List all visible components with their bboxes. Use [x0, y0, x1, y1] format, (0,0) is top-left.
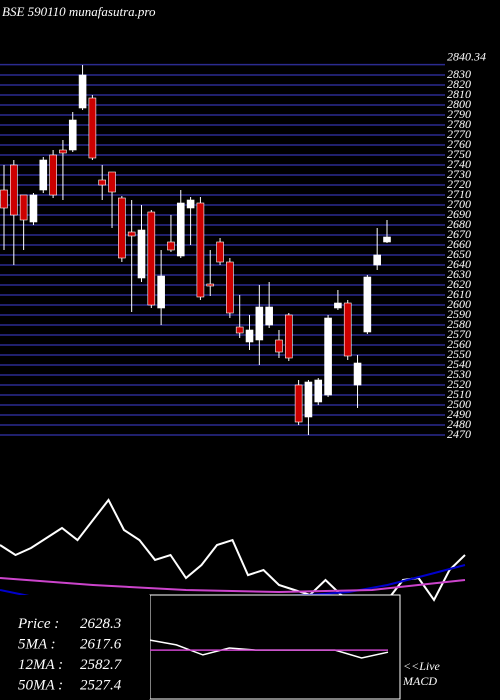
candle-body: [196, 202, 205, 298]
candle-body: [363, 276, 372, 333]
info-label: 12MA :: [18, 657, 63, 673]
candle-body: [373, 254, 381, 266]
y-tick-label: 2680: [447, 217, 471, 231]
y-tick-label: 2780: [447, 117, 471, 131]
y-tick-label: 2540: [447, 357, 471, 371]
info-label: Price :: [17, 616, 59, 632]
candle-body: [157, 275, 165, 309]
info-value: 2617.6: [80, 637, 122, 653]
candle-body: [304, 381, 313, 418]
candle-body: [0, 189, 8, 209]
candle-body: [68, 119, 77, 151]
y-tick-label: 2690: [447, 207, 471, 221]
macd-label: <<Live: [403, 659, 441, 673]
candle-body: [334, 302, 342, 309]
candle-body: [235, 326, 244, 334]
macd-label: MACD: [402, 674, 437, 688]
y-tick-label: 2700: [447, 197, 471, 211]
candle-body: [39, 159, 48, 191]
y-tick-label: 2810: [447, 87, 471, 101]
candle-body: [383, 236, 391, 243]
candle-body: [49, 154, 57, 196]
y-tick-label: 2730: [447, 167, 471, 181]
y-tick-label: 2620: [447, 277, 471, 291]
candle-body: [147, 211, 156, 306]
chart-title: BSE 590110 munafasutra.pro: [2, 4, 156, 19]
y-tick-label: 2740: [447, 157, 471, 171]
candle-body: [265, 306, 273, 326]
y-tick-label: 2720: [447, 177, 471, 191]
candle-body: [167, 241, 175, 251]
y-tick-label: 2580: [447, 317, 471, 331]
candle-body: [59, 149, 67, 154]
y-tick-label: 2650: [447, 247, 471, 261]
candle-body: [98, 179, 107, 186]
y-tick-label: 2660: [447, 237, 471, 251]
y-tick-label: 2550: [447, 347, 471, 361]
candle-body: [324, 317, 332, 396]
candle-body: [88, 97, 97, 159]
info-value: 2628.3: [80, 616, 121, 632]
candle-body: [353, 362, 362, 386]
y-tick-label: 2520: [447, 377, 471, 391]
candle-body: [206, 283, 215, 287]
y-tick-label: 2600: [447, 297, 471, 311]
y-tick-label: 2470: [447, 427, 471, 441]
candle-body: [255, 306, 264, 341]
y-tick-label: 2710: [447, 187, 471, 201]
y-tick-label: 2840.34: [447, 49, 486, 63]
y-tick-label: 2790: [447, 107, 471, 121]
y-tick-label: 2560: [447, 337, 471, 351]
candle-body: [245, 329, 254, 343]
y-tick-label: 2530: [447, 367, 471, 381]
info-box: [0, 595, 150, 699]
candle-body: [216, 241, 224, 263]
candle-body: [29, 194, 38, 223]
y-tick-label: 2830: [447, 67, 471, 81]
candle-body: [294, 384, 303, 423]
y-tick-label: 2610: [447, 287, 471, 301]
y-tick-label: 2630: [447, 267, 471, 281]
y-tick-label: 2490: [447, 407, 471, 421]
candle-body: [226, 261, 234, 314]
candle-body: [284, 314, 293, 359]
y-tick-label: 2760: [447, 137, 471, 151]
y-tick-label: 2770: [447, 127, 471, 141]
info-label: 5MA :: [18, 637, 56, 653]
candle-body: [176, 202, 185, 257]
y-tick-label: 2480: [447, 417, 471, 431]
candle-body: [127, 231, 136, 237]
indicator-line: [0, 577, 466, 594]
y-tick-label: 2590: [447, 307, 471, 321]
info-value: 2582.7: [80, 657, 123, 673]
macd-panel: [149, 594, 401, 700]
candle-body: [118, 197, 126, 259]
candle-body: [10, 164, 18, 216]
candle-body: [275, 339, 283, 353]
y-tick-label: 2640: [447, 257, 471, 271]
candle-body: [19, 194, 28, 221]
y-tick-label: 2500: [447, 397, 471, 411]
info-label: 50MA :: [18, 678, 63, 694]
y-tick-label: 2820: [447, 77, 471, 91]
y-tick-label: 2510: [447, 387, 471, 401]
y-tick-label: 2670: [447, 227, 471, 241]
candle-body: [108, 171, 116, 193]
candle-body: [78, 74, 87, 109]
y-tick-label: 2570: [447, 327, 471, 341]
y-tick-label: 2750: [447, 147, 471, 161]
candle-body: [186, 199, 195, 209]
candle-body: [314, 379, 323, 403]
y-tick-label: 2800: [447, 97, 471, 111]
candle-body: [343, 302, 352, 357]
info-value: 2527.4: [80, 678, 122, 694]
candle-body: [137, 229, 146, 279]
